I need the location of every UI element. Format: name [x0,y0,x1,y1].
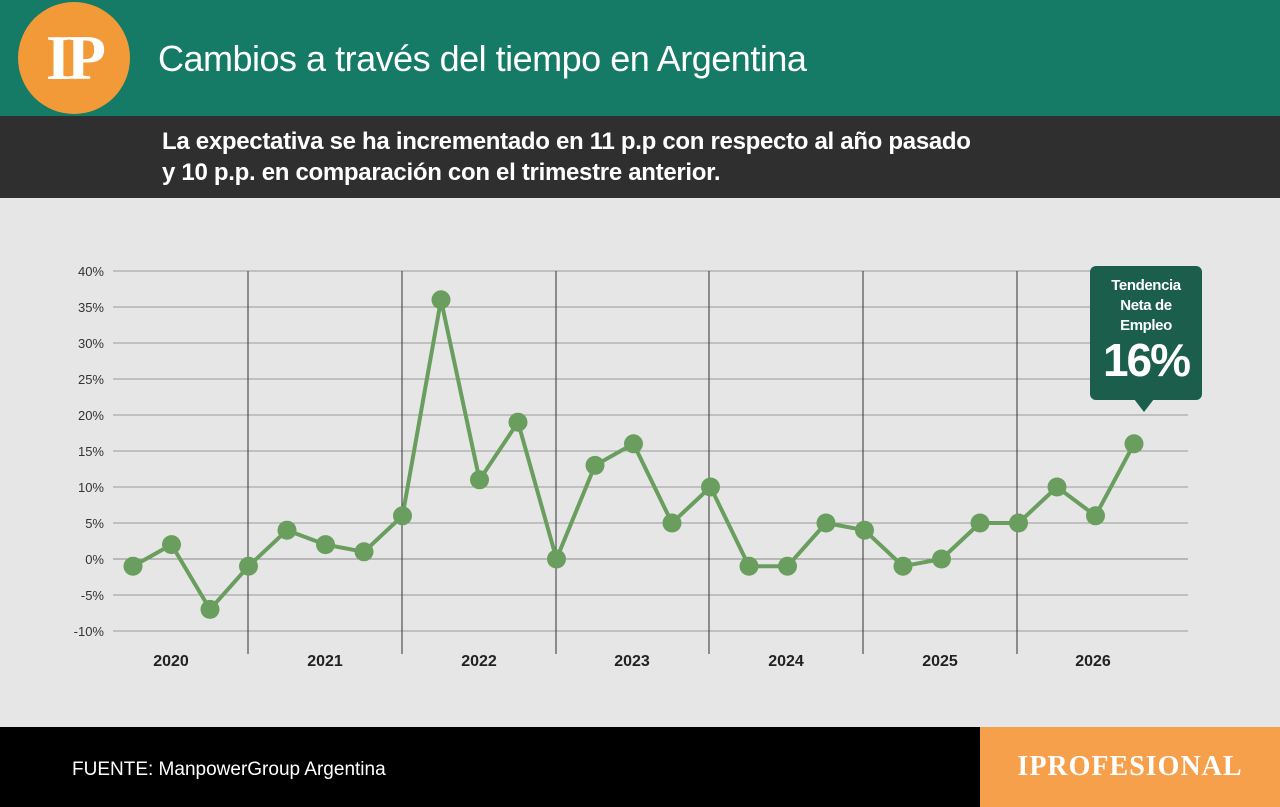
footer-bar: FUENTE: ManpowerGroup Argentina [0,727,980,807]
y-tick-label: 20% [78,408,104,423]
header-bar: IP Cambios a través del tiempo en Argent… [0,0,1280,116]
brand-logo: IPROFESIONAL [980,727,1280,807]
data-point [855,520,874,540]
data-point [508,412,528,432]
data-point [585,455,605,475]
callout-label-line-3: Empleo [1120,317,1172,334]
subtitle: La expectativa se ha incrementado en 11 … [162,126,1162,188]
line-chart: -10% -5% 0% 5% 10% 15% 20% 25% 30% 35% 40% 2020 202… [74,264,1188,670]
data-point [970,513,990,533]
data-point [778,556,797,576]
data-point [277,520,297,540]
callout-label-line-2: Neta de [1120,297,1172,314]
y-tick-label: 15% [78,444,104,459]
subtitle-line-1: La expectativa se ha incrementado en 11 … [162,128,971,155]
y-tick-label: 25% [78,372,104,387]
x-tick-label: 2025 [922,653,958,670]
data-point [701,477,720,497]
subheader-bar: La expectativa se ha incrementado en 11 … [0,116,1280,198]
data-point [431,290,451,310]
y-tick-label: -5% [81,588,105,603]
data-point [123,556,143,576]
callout-label: Tendencia Neta de Empleo [1090,276,1202,336]
data-point [662,513,682,533]
y-tick-label: 35% [78,300,104,315]
data-point [162,535,181,555]
data-point [932,549,951,569]
x-tick-label: 2024 [768,653,804,670]
x-tick-label: 2021 [307,653,343,670]
data-point [1086,506,1105,526]
callout-value: 16% [1102,334,1191,386]
x-tick-label: 2022 [461,653,497,670]
ip-logo: IP [18,2,130,114]
data-point [1047,477,1067,497]
data-point [1124,434,1144,454]
data-point [393,506,412,526]
x-tick-label: 2020 [153,653,189,670]
data-point [354,542,374,562]
source-note: FUENTE: ManpowerGroup Argentina [72,759,386,780]
trend-callout: Tendencia Neta de Empleo 16% [1090,266,1202,412]
data-point [239,556,258,576]
y-tick-label: 5% [85,516,104,531]
data-point [547,549,566,569]
x-tick-label: 2023 [614,653,650,670]
data-point [470,470,489,490]
y-tick-label: 0% [85,552,104,567]
data-point [624,434,643,454]
data-point [739,556,759,576]
data-point [816,513,836,533]
callout-label-line-1: Tendencia [1111,277,1181,294]
y-tick-label: 40% [78,264,104,279]
series-line [132,297,1136,612]
y-tick-label: -10% [74,624,105,639]
data-point [200,599,220,619]
y-tick-label: 30% [78,336,104,351]
data-point [316,535,335,555]
page-title: Cambios a través del tiempo en Argentina [158,38,807,79]
x-tick-label: 2026 [1075,653,1111,670]
data-point [1009,513,1028,533]
data-point [893,556,913,576]
subtitle-line-2: y 10 p.p. en comparación con el trimestr… [162,159,721,186]
y-tick-label: 10% [78,480,104,495]
